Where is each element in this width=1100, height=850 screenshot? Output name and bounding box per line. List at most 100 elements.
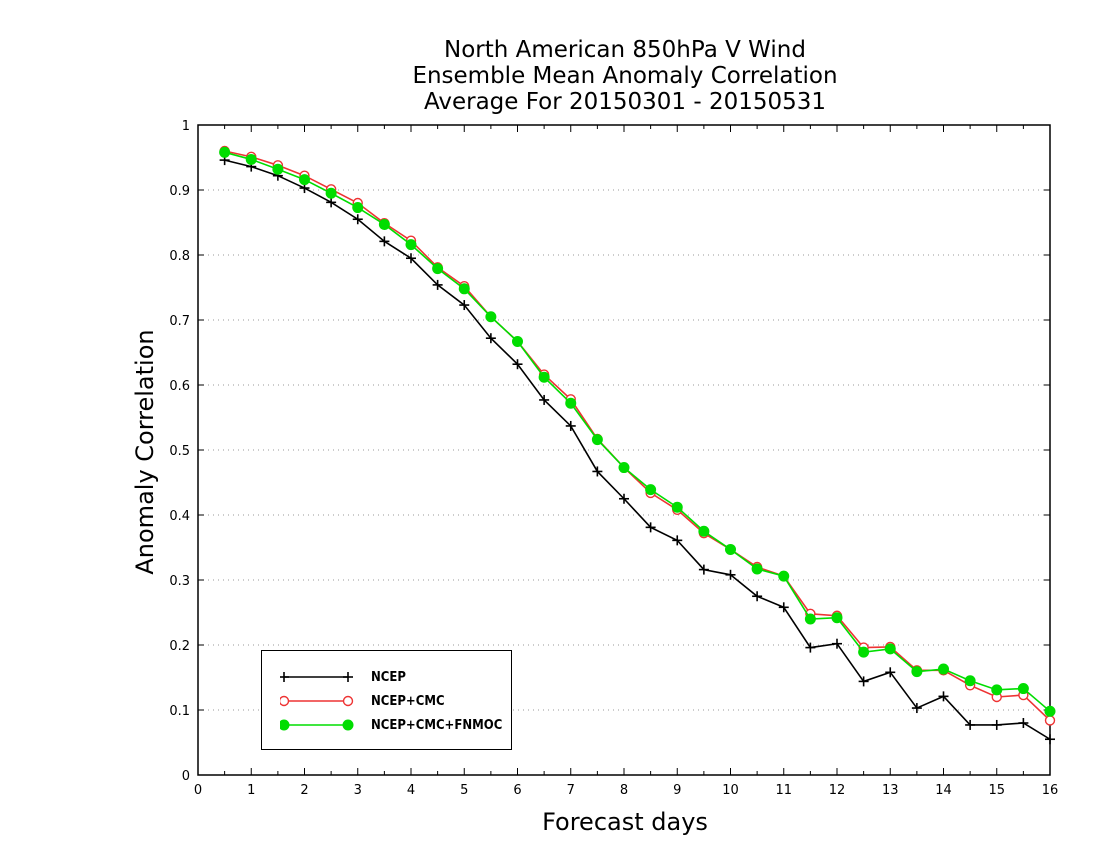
data-point-s2-27	[938, 663, 949, 675]
y-tick-label: 0.1	[169, 704, 190, 719]
data-point-s2-10	[485, 311, 497, 323]
data-point-s2-21	[778, 570, 790, 582]
legend: NCEP NCEP+CMC NCEP+CMC+FNMOC	[261, 650, 512, 750]
data-point-s2-26	[911, 666, 923, 678]
data-point-s2-8	[432, 263, 444, 275]
legend-marker-right-0	[343, 672, 353, 682]
x-axis-title: Forecast days	[542, 808, 708, 836]
data-point-s0-18	[698, 564, 709, 575]
x-tick-label: 4	[407, 783, 415, 798]
legend-marker-right-2	[342, 719, 354, 731]
data-point-s2-22	[804, 613, 816, 625]
legend-marker-left-2	[280, 719, 290, 731]
data-point-s2-0	[219, 146, 231, 158]
legend-glyph-ncep	[280, 672, 353, 682]
data-point-s0-28	[965, 719, 976, 730]
legend-label-ncep-cmc: NCEP+CMC	[371, 694, 445, 709]
data-point-s0-6	[379, 236, 390, 247]
x-tick-label: 0	[194, 783, 202, 798]
legend-item-ncep-cmc: NCEP+CMC	[262, 689, 511, 713]
data-point-s0-22	[805, 642, 816, 653]
chart-title-line-3: Average For 20150301 - 20150531	[423, 89, 827, 115]
data-point-s2-1	[245, 153, 257, 165]
x-tick-label: 8	[620, 783, 628, 798]
y-tick-label: 0.6	[169, 379, 190, 394]
data-point-s2-29	[991, 684, 1003, 696]
data-point-s2-31	[1044, 705, 1056, 717]
data-point-s0-14	[592, 466, 603, 477]
legend-glyph-ncep-cmc	[280, 695, 354, 707]
data-point-s0-13	[565, 420, 576, 431]
y-tick-label: 1	[182, 119, 190, 134]
y-tick-label: 0.4	[169, 509, 190, 524]
x-tick-label: 12	[829, 783, 846, 798]
y-tick-label: 0	[182, 769, 190, 784]
data-point-s2-11	[512, 335, 523, 347]
x-tick-label: 16	[1042, 783, 1059, 798]
data-point-s0-17	[672, 535, 683, 546]
data-point-s2-2	[272, 163, 284, 175]
data-point-s0-4	[326, 197, 337, 208]
x-tick-label: 10	[722, 783, 739, 798]
data-point-s0-11	[512, 359, 523, 370]
data-point-s2-30	[1017, 683, 1029, 695]
data-point-s2-4	[325, 187, 337, 199]
x-tick-label: 11	[775, 783, 792, 798]
x-tick-label: 14	[935, 783, 952, 798]
data-point-s0-8	[432, 279, 443, 290]
data-point-s2-7	[405, 239, 417, 251]
legend-marker-right-1	[342, 695, 354, 707]
data-point-s2-20	[751, 563, 763, 575]
data-point-s2-28	[964, 675, 976, 687]
data-point-s2-14	[591, 434, 603, 446]
data-point-s2-16	[645, 484, 657, 496]
data-point-s2-19	[725, 543, 736, 555]
data-point-s0-26	[911, 703, 922, 714]
x-tick-label: 15	[988, 783, 1005, 798]
data-point-s2-18	[698, 525, 710, 537]
data-point-s0-20	[752, 591, 763, 602]
legend-label-ncep: NCEP	[371, 670, 406, 685]
data-point-s2-25	[884, 643, 896, 655]
data-point-s0-12	[539, 394, 550, 405]
data-point-s0-15	[619, 493, 629, 504]
data-point-s2-23	[831, 612, 843, 624]
y-axis-title: Anomaly Correlation	[131, 329, 159, 575]
data-point-s0-21	[778, 602, 789, 613]
data-point-s0-24	[858, 676, 869, 687]
data-point-s0-29	[991, 719, 1002, 730]
x-tick-label: 2	[300, 783, 308, 798]
data-point-s0-19	[725, 569, 736, 580]
series-1	[219, 145, 1056, 726]
x-tick-label: 5	[460, 783, 468, 798]
data-point-s1-31	[1044, 715, 1056, 726]
legend-glyph-ncep-cmc-fnmoc	[280, 719, 354, 731]
y-tick-label: 0.8	[169, 249, 190, 264]
x-tick-label: 6	[513, 783, 521, 798]
legend-label-ncep-cmc-fnmoc: NCEP+CMC+FNMOC	[371, 718, 503, 733]
data-point-s2-24	[858, 646, 870, 658]
data-point-s2-6	[378, 218, 390, 230]
y-tick-label: 0.2	[169, 639, 190, 654]
y-tick-label: 0.5	[169, 444, 190, 459]
data-point-s2-17	[671, 501, 683, 513]
chart-title-line-1: North American 850hPa V Wind	[444, 37, 806, 63]
legend-item-ncep-cmc-fnmoc: NCEP+CMC+FNMOC	[262, 713, 511, 737]
x-tick-label: 7	[567, 783, 575, 798]
data-point-s0-31	[1045, 734, 1055, 745]
legend-marker-left-0	[280, 672, 289, 682]
data-point-s0-9	[459, 300, 470, 311]
data-point-s2-12	[538, 371, 550, 383]
legend-marker-left-1	[280, 695, 290, 707]
x-tick-label: 9	[673, 783, 681, 798]
legend-item-ncep: NCEP	[262, 665, 511, 689]
y-tick-label: 0.3	[169, 574, 190, 589]
x-tick-label: 13	[882, 783, 899, 798]
data-point-s2-3	[299, 174, 310, 186]
series-0	[219, 155, 1055, 745]
y-tick-label: 0.7	[169, 314, 190, 329]
y-tick-label: 0.9	[169, 184, 190, 199]
x-tick-label: 1	[247, 783, 255, 798]
data-point-s0-23	[832, 638, 842, 649]
data-point-s0-27	[938, 691, 949, 702]
